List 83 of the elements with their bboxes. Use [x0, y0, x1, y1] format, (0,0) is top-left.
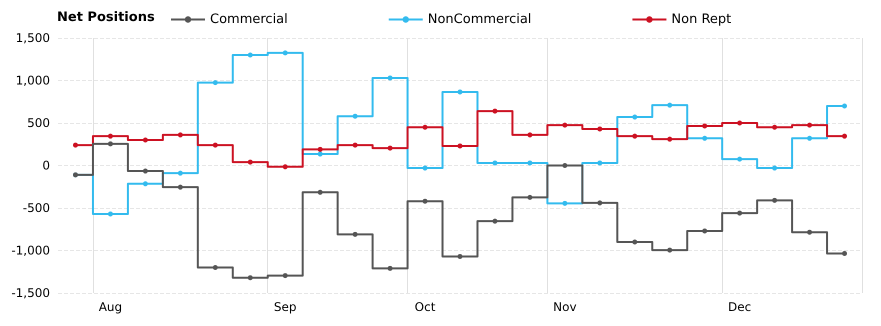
point: [667, 136, 672, 142]
point: [248, 275, 253, 280]
point: [492, 160, 498, 166]
point: [248, 160, 253, 165]
point: [108, 211, 113, 216]
x-tick-label: Nov: [553, 300, 577, 314]
point: [212, 80, 218, 86]
point: [492, 108, 498, 114]
x-tick-label: Oct: [414, 300, 436, 314]
point: [772, 198, 778, 203]
point: [737, 210, 742, 216]
point: [142, 181, 148, 186]
point: [527, 132, 532, 138]
point: [422, 198, 428, 204]
point: [737, 156, 742, 162]
point: [702, 123, 708, 128]
y-tick-label: -1,500: [11, 286, 50, 300]
point: [632, 134, 638, 139]
point: [667, 248, 672, 253]
point: [388, 146, 393, 151]
point: [527, 160, 532, 166]
point: [527, 194, 532, 200]
point: [842, 134, 848, 139]
point: [318, 146, 323, 152]
point: [282, 50, 288, 56]
point: [842, 104, 848, 108]
y-tick-label: 0: [42, 158, 50, 172]
point: [632, 114, 638, 120]
point: [458, 89, 462, 94]
point: [597, 160, 602, 166]
x-tick-label: Dec: [728, 300, 752, 314]
x-tick-label: Sep: [274, 300, 297, 314]
point: [807, 230, 812, 235]
point: [458, 254, 462, 259]
point: [142, 168, 148, 174]
y-tick-label: 500: [27, 116, 50, 130]
legend-label: Commercial: [210, 12, 288, 27]
point: [632, 240, 638, 244]
point: [562, 122, 568, 128]
point: [842, 250, 848, 256]
point: [178, 170, 183, 176]
point: [388, 75, 393, 80]
legend-label: Non Rept: [671, 12, 732, 27]
point: [178, 132, 183, 138]
point: [108, 134, 113, 139]
legend-title: Net Positions: [57, 10, 155, 25]
point: [142, 138, 148, 142]
y-tick-label: -500: [22, 201, 50, 215]
point: [282, 273, 288, 278]
point: [562, 163, 568, 168]
point: [772, 166, 778, 171]
point: [458, 143, 462, 148]
point: [702, 228, 708, 234]
point: [72, 142, 78, 148]
y-tick-label: -1,000: [11, 244, 50, 258]
point: [212, 265, 218, 270]
x-tick-label: Aug: [98, 300, 122, 314]
point: [492, 218, 498, 224]
point: [282, 164, 288, 170]
point: [422, 166, 428, 171]
point: [108, 141, 113, 146]
point: [388, 266, 393, 271]
point: [562, 200, 568, 206]
point: [597, 126, 602, 132]
point: [422, 124, 428, 130]
point: [807, 122, 812, 128]
point: [702, 136, 708, 141]
point: [318, 190, 323, 195]
point: [772, 124, 778, 130]
point: [178, 184, 183, 190]
point: [667, 102, 672, 108]
y-tick-label: 1,000: [16, 74, 50, 88]
point: [597, 200, 602, 206]
legend-label: NonCommercial: [428, 12, 532, 27]
point: [352, 232, 358, 237]
point: [212, 142, 218, 148]
point: [352, 114, 358, 119]
point: [352, 142, 358, 148]
y-tick-label: 1,500: [16, 31, 50, 45]
point: [248, 52, 253, 58]
point: [807, 136, 812, 141]
point: [318, 152, 323, 157]
point: [737, 120, 742, 126]
